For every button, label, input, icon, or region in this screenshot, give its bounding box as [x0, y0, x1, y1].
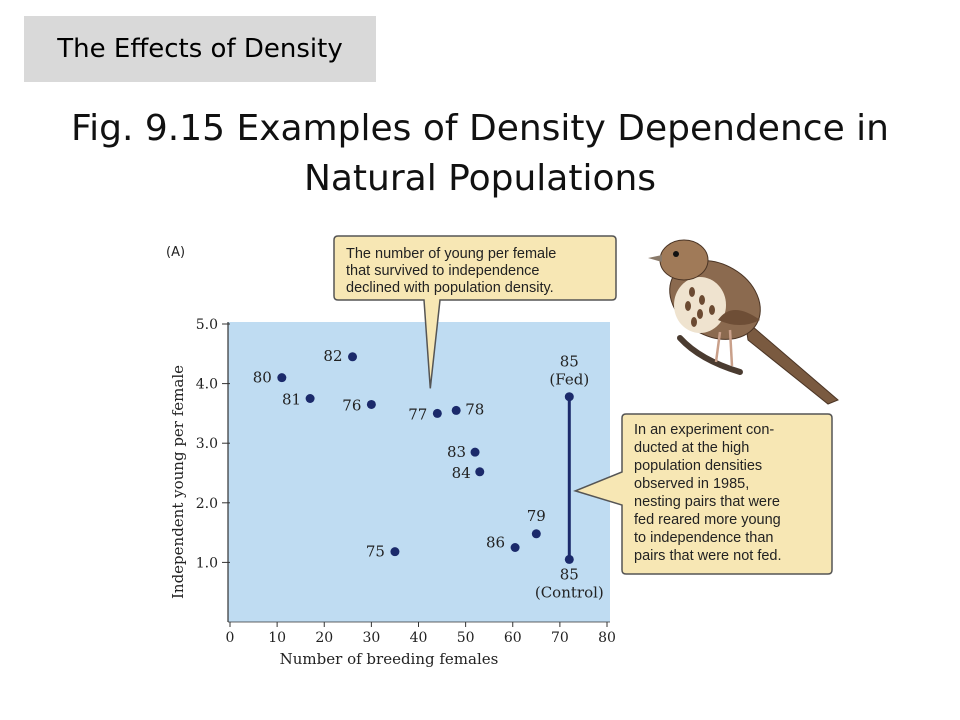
x-tick-label: 40 — [410, 630, 428, 646]
branch — [677, 335, 743, 375]
bird-eye — [673, 251, 679, 257]
callout-top-line: The number of young per female — [346, 246, 556, 262]
x-tick-label: 20 — [315, 630, 333, 646]
bird-leg — [728, 329, 734, 367]
slide-title-line-2: Natural Populations — [303, 158, 657, 199]
bird-head — [659, 239, 709, 281]
data-point — [510, 543, 520, 552]
data-point — [348, 352, 358, 362]
x-tick-label: 60 — [504, 630, 522, 646]
callout-right-line: nesting pairs that were — [634, 494, 780, 510]
y-tick-label: 2.0 — [196, 496, 218, 512]
data-point — [432, 408, 442, 418]
point-label: 78 — [465, 400, 484, 418]
callout-top-line: that survived to independence — [346, 263, 539, 279]
data-point — [305, 394, 315, 403]
bird-breast — [674, 277, 726, 333]
x-tick-label: 70 — [551, 630, 569, 646]
section-tag: The Effects of Density — [24, 16, 376, 82]
panel-label: (A) — [166, 245, 185, 260]
y-tick-label: 3.0 — [196, 436, 218, 452]
x-tick-label: 30 — [362, 630, 380, 646]
callout-right-line: to independence than — [634, 530, 774, 546]
point-label: 82 — [323, 347, 342, 365]
point-label: 77 — [408, 405, 427, 423]
point-sublabel: (Control) — [535, 583, 604, 601]
slide-title-line-1: Fig. 9.15 Examples of Density Dependence… — [71, 108, 889, 149]
point-label: 79 — [527, 507, 546, 525]
point-label: 80 — [253, 369, 272, 387]
slide-title: Fig. 9.15 Examples of Density Dependence… — [40, 104, 920, 204]
x-axis-title: Number of breeding females — [280, 650, 499, 668]
y-tick-label: 1.0 — [196, 555, 218, 571]
data-point — [390, 547, 400, 557]
callout-right-box — [573, 413, 833, 575]
point-sublabel: (Fed) — [549, 371, 589, 389]
axes: (A) 1.0 2.0 3.0 4.0 5.0 0 10 20 30 40 50 60 70 80 Numbe… — [166, 245, 616, 668]
data-point — [475, 467, 485, 477]
point-label: 75 — [366, 543, 385, 561]
point-label: 84 — [452, 464, 471, 482]
bird-beak — [648, 255, 662, 262]
callout-right-line: observed in 1985, — [634, 476, 749, 492]
y-axis-title: Independent young per female — [169, 365, 187, 599]
bird-wing — [718, 310, 760, 325]
breast-streak — [699, 295, 705, 305]
y-tick-label: 5.0 — [196, 317, 218, 333]
point-label: 81 — [282, 391, 301, 409]
bird-tail — [744, 318, 839, 405]
point-label: 85 — [560, 353, 579, 371]
point-label: 83 — [447, 443, 466, 461]
data-point — [470, 447, 480, 457]
point-label: 86 — [486, 534, 505, 552]
data-point — [451, 405, 461, 415]
bird-leg — [714, 331, 722, 363]
x-tick-label: 50 — [457, 630, 475, 646]
data-point — [564, 392, 574, 402]
point-label: 76 — [342, 396, 361, 414]
callout-right-line: pairs that were not fed. — [634, 548, 782, 564]
plot-background — [228, 322, 610, 622]
callout-right-line: fed reared more young — [634, 512, 781, 528]
data-point — [277, 373, 287, 383]
x-tick-label: 0 — [226, 630, 235, 646]
x-tick-label: 80 — [598, 630, 616, 646]
song-sparrow-illustration — [648, 239, 839, 405]
callout-top-line: declined with population density. — [346, 280, 554, 296]
x-tick-label: 10 — [268, 630, 286, 646]
callout-right-line: ducted at the high — [634, 440, 749, 456]
point-label: 85 — [560, 565, 579, 583]
breast-streak — [689, 287, 695, 297]
callout-top-box — [333, 235, 617, 389]
callout-right-line: In an experiment con- — [634, 422, 774, 438]
data-point — [531, 529, 541, 539]
data-point — [366, 399, 376, 409]
breast-streak — [709, 305, 715, 315]
y-tick-label: 4.0 — [196, 377, 218, 393]
breast-streak — [685, 301, 691, 311]
breast-streak — [697, 309, 703, 319]
callout-right-line: population densities — [634, 458, 762, 474]
breast-streak — [691, 317, 697, 327]
data-point — [564, 554, 574, 564]
